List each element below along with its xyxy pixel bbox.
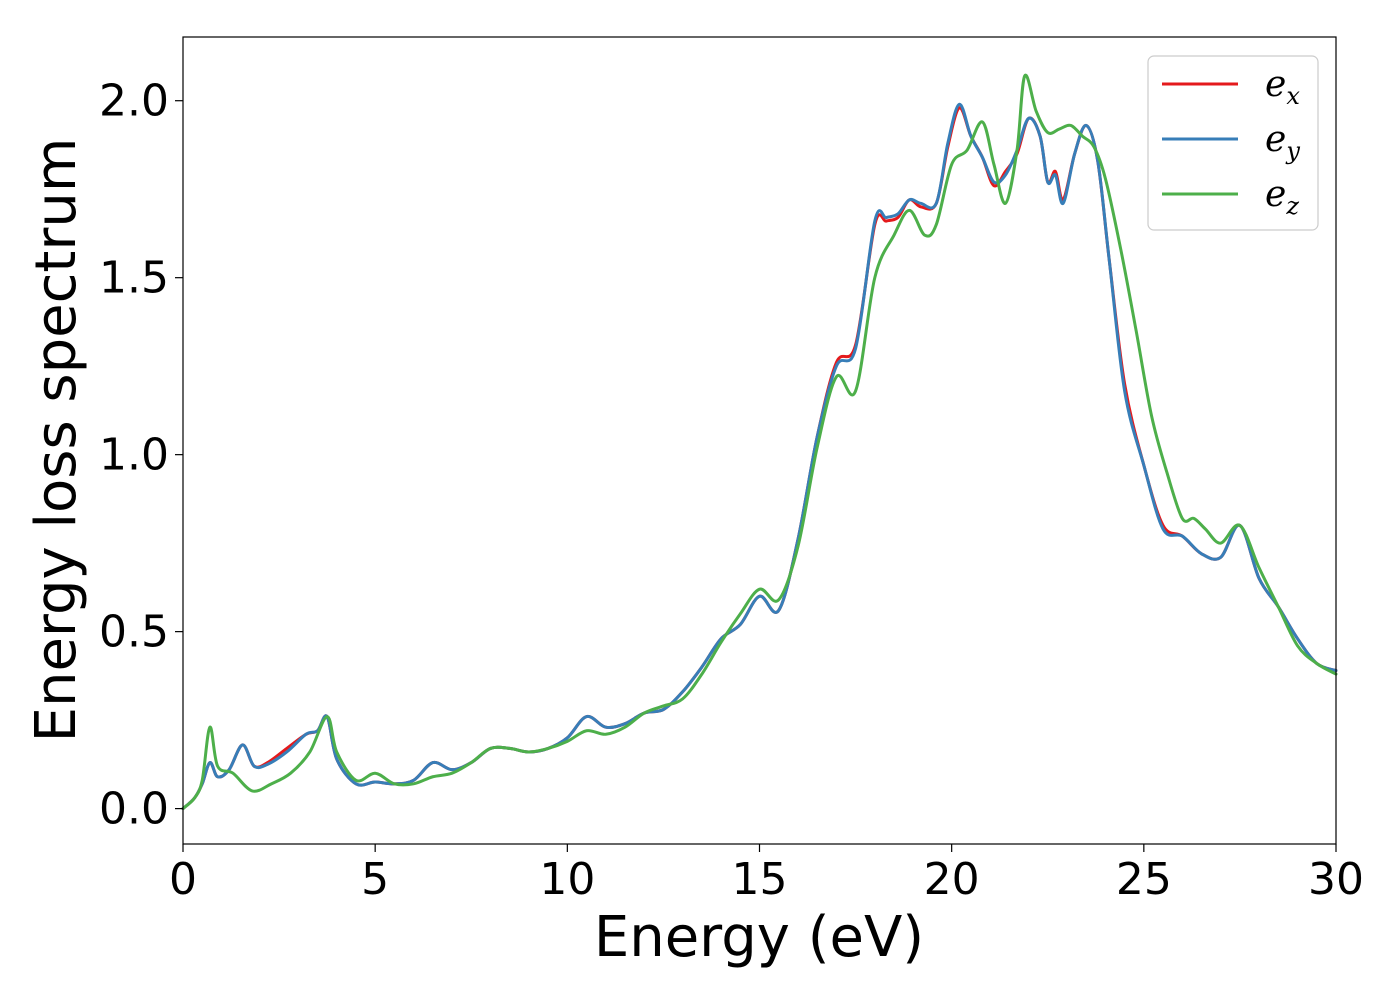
y-tick-label: 0.5 xyxy=(99,607,169,658)
x-tick-label: 25 xyxy=(1116,854,1172,905)
y-axis: 0.0 0.5 1.0 1.5 2.0 xyxy=(99,76,183,835)
x-tick-label: 30 xyxy=(1308,854,1364,905)
series-layer xyxy=(181,73,1338,811)
y-tick-label: 1.5 xyxy=(99,253,169,304)
x-tick-label: 10 xyxy=(539,854,595,905)
y-tick-label: 0.0 xyxy=(99,784,169,835)
series-line-z xyxy=(181,73,1338,811)
x-axis-label: Energy (eV) xyxy=(594,905,924,970)
x-tick-label: 0 xyxy=(169,854,197,905)
x-tick-label: 20 xyxy=(924,854,980,905)
x-tick-label: 15 xyxy=(732,854,788,905)
plot-background xyxy=(183,37,1336,844)
y-axis-label: Energy loss spectrum xyxy=(24,138,89,743)
y-tick-label: 1.0 xyxy=(99,430,169,481)
x-tick-label: 5 xyxy=(361,854,389,905)
y-tick-label: 2.0 xyxy=(99,76,169,127)
legend-box xyxy=(1147,55,1319,231)
x-axis: 0 5 10 15 20 25 30 xyxy=(169,844,1364,905)
